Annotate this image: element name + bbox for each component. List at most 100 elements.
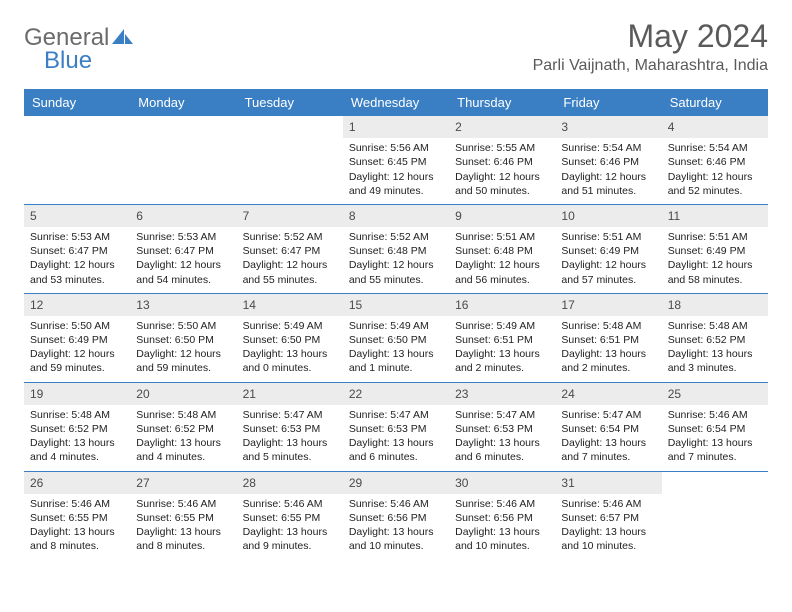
daylight-line: Daylight: 12 hours and 55 minutes.	[349, 258, 443, 286]
calendar-cell: 24 Sunrise: 5:47 AMSunset: 6:54 PMDayligh…	[555, 382, 661, 471]
calendar-cell: 28 Sunrise: 5:46 AMSunset: 6:55 PMDayligh…	[237, 471, 343, 559]
calendar-cell: 3Sunrise: 5:54 AMSunset: 6:46 PMDaylight…	[555, 116, 661, 204]
sunset-line: Sunset: 6:52 PM	[30, 422, 124, 436]
sunset-line: Sunset: 6:57 PM	[561, 511, 655, 525]
daylight-line: Daylight: 13 hours and 3 minutes.	[668, 347, 762, 375]
day-number: 8	[343, 205, 449, 227]
calendar-cell	[237, 116, 343, 204]
daylight-line: Daylight: 13 hours and 10 minutes.	[561, 525, 655, 553]
day-number: 19	[24, 383, 130, 405]
sunset-line: Sunset: 6:47 PM	[243, 244, 337, 258]
day-number: 16	[449, 294, 555, 316]
calendar-cell: 18Sunrise: 5:48 AMSunset: 6:52 PMDayligh…	[662, 293, 768, 382]
day-number: 11	[662, 205, 768, 227]
daylight-line: Daylight: 13 hours and 7 minutes.	[561, 436, 655, 464]
daylight-line: Daylight: 13 hours and 8 minutes.	[30, 525, 124, 553]
sunrise-line: Sunrise: 5:46 AM	[243, 497, 337, 511]
sunrise-line: Sunrise: 5:46 AM	[455, 497, 549, 511]
brand-part2: Blue	[44, 47, 92, 75]
daylight-line: Daylight: 12 hours and 53 minutes.	[30, 258, 124, 286]
daylight-line: Daylight: 12 hours and 58 minutes.	[668, 258, 762, 286]
daylight-line: Daylight: 12 hours and 50 minutes.	[455, 170, 549, 198]
daylight-line: Daylight: 13 hours and 9 minutes.	[243, 525, 337, 553]
day-number: 6	[130, 205, 236, 227]
day-number: 26	[24, 472, 130, 494]
daylight-line: Daylight: 13 hours and 6 minutes.	[455, 436, 549, 464]
weekday-header: Saturday	[662, 89, 768, 116]
day-number: 28	[237, 472, 343, 494]
daylight-line: Daylight: 13 hours and 1 minute.	[349, 347, 443, 375]
daylight-line: Daylight: 13 hours and 0 minutes.	[243, 347, 337, 375]
sunrise-line: Sunrise: 5:47 AM	[243, 408, 337, 422]
calendar-cell: 11 Sunrise: 5:51 AMSunset: 6:49 PMDayligh…	[662, 204, 768, 293]
day-number: 13	[130, 294, 236, 316]
sunrise-line: Sunrise: 5:48 AM	[30, 408, 124, 422]
daylight-line: Daylight: 13 hours and 5 minutes.	[243, 436, 337, 464]
sunrise-line: Sunrise: 5:54 AM	[668, 141, 762, 155]
daylight-line: Daylight: 12 hours and 49 minutes.	[349, 170, 443, 198]
daylight-line: Daylight: 13 hours and 2 minutes.	[561, 347, 655, 375]
day-number: 9	[449, 205, 555, 227]
brand-sail-icon	[112, 27, 134, 50]
calendar-table: SundayMondayTuesdayWednesdayThursdayFrid…	[24, 89, 768, 559]
calendar-cell: 13Sunrise: 5:50 AMSunset: 6:50 PMDayligh…	[130, 293, 236, 382]
daylight-line: Daylight: 12 hours and 59 minutes.	[136, 347, 230, 375]
sunset-line: Sunset: 6:51 PM	[455, 333, 549, 347]
calendar-cell: 5Sunrise: 5:53 AMSunset: 6:47 PMDaylight…	[24, 204, 130, 293]
day-number: 24	[555, 383, 661, 405]
calendar-cell: 7Sunrise: 5:52 AMSunset: 6:47 PMDaylight…	[237, 204, 343, 293]
weekday-header: Sunday	[24, 89, 130, 116]
sunset-line: Sunset: 6:53 PM	[349, 422, 443, 436]
sunrise-line: Sunrise: 5:52 AM	[349, 230, 443, 244]
location: Parli Vaijnath, Maharashtra, India	[533, 57, 768, 75]
sunrise-line: Sunrise: 5:49 AM	[455, 319, 549, 333]
daylight-line: Daylight: 13 hours and 4 minutes.	[136, 436, 230, 464]
sunset-line: Sunset: 6:46 PM	[455, 155, 549, 169]
daylight-line: Daylight: 13 hours and 10 minutes.	[349, 525, 443, 553]
sunrise-line: Sunrise: 5:53 AM	[136, 230, 230, 244]
day-number: 12	[24, 294, 130, 316]
calendar-cell: 21Sunrise: 5:47 AMSunset: 6:53 PMDayligh…	[237, 382, 343, 471]
calendar-cell: 27Sunrise: 5:46 AMSunset: 6:55 PMDayligh…	[130, 471, 236, 559]
sunset-line: Sunset: 6:48 PM	[349, 244, 443, 258]
day-number: 14	[237, 294, 343, 316]
sunrise-line: Sunrise: 5:53 AM	[30, 230, 124, 244]
sunrise-line: Sunrise: 5:51 AM	[455, 230, 549, 244]
day-number: 21	[237, 383, 343, 405]
sunrise-line: Sunrise: 5:56 AM	[349, 141, 443, 155]
calendar-cell: 10Sunrise: 5:51 AMSunset: 6:49 PMDayligh…	[555, 204, 661, 293]
calendar-cell	[24, 116, 130, 204]
sunrise-line: Sunrise: 5:47 AM	[349, 408, 443, 422]
sunset-line: Sunset: 6:56 PM	[349, 511, 443, 525]
daylight-line: Daylight: 12 hours and 59 minutes.	[30, 347, 124, 375]
calendar-cell: 8 Sunrise: 5:52 AMSunset: 6:48 PMDaylight…	[343, 204, 449, 293]
day-number: 22	[343, 383, 449, 405]
sunset-line: Sunset: 6:50 PM	[243, 333, 337, 347]
day-number: 27	[130, 472, 236, 494]
sunset-line: Sunset: 6:55 PM	[243, 511, 337, 525]
sunrise-line: Sunrise: 5:46 AM	[668, 408, 762, 422]
calendar-cell: 25Sunrise: 5:46 AMSunset: 6:54 PMDayligh…	[662, 382, 768, 471]
calendar-cell	[662, 471, 768, 559]
calendar-cell: 29Sunrise: 5:46 AMSunset: 6:56 PMDayligh…	[343, 471, 449, 559]
sunrise-line: Sunrise: 5:54 AM	[561, 141, 655, 155]
sunrise-line: Sunrise: 5:51 AM	[668, 230, 762, 244]
sunrise-line: Sunrise: 5:47 AM	[561, 408, 655, 422]
sunrise-line: Sunrise: 5:46 AM	[30, 497, 124, 511]
sunrise-line: Sunrise: 5:49 AM	[349, 319, 443, 333]
sunrise-line: Sunrise: 5:46 AM	[561, 497, 655, 511]
calendar-body: 1Sunrise: 5:56 AMSunset: 6:45 PMDaylight…	[24, 116, 768, 559]
sunrise-line: Sunrise: 5:48 AM	[136, 408, 230, 422]
sunrise-line: Sunrise: 5:52 AM	[243, 230, 337, 244]
day-number: 5	[24, 205, 130, 227]
sunset-line: Sunset: 6:55 PM	[136, 511, 230, 525]
day-number: 15	[343, 294, 449, 316]
sunset-line: Sunset: 6:54 PM	[561, 422, 655, 436]
title-block: May 2024 Parli Vaijnath, Maharashtra, In…	[533, 18, 768, 75]
sunrise-line: Sunrise: 5:47 AM	[455, 408, 549, 422]
calendar-cell: 17Sunrise: 5:48 AMSunset: 6:51 PMDayligh…	[555, 293, 661, 382]
sunset-line: Sunset: 6:49 PM	[668, 244, 762, 258]
sunset-line: Sunset: 6:56 PM	[455, 511, 549, 525]
calendar-cell: 19Sunrise: 5:48 AMSunset: 6:52 PMDayligh…	[24, 382, 130, 471]
calendar-cell: 9Sunrise: 5:51 AMSunset: 6:48 PMDaylight…	[449, 204, 555, 293]
